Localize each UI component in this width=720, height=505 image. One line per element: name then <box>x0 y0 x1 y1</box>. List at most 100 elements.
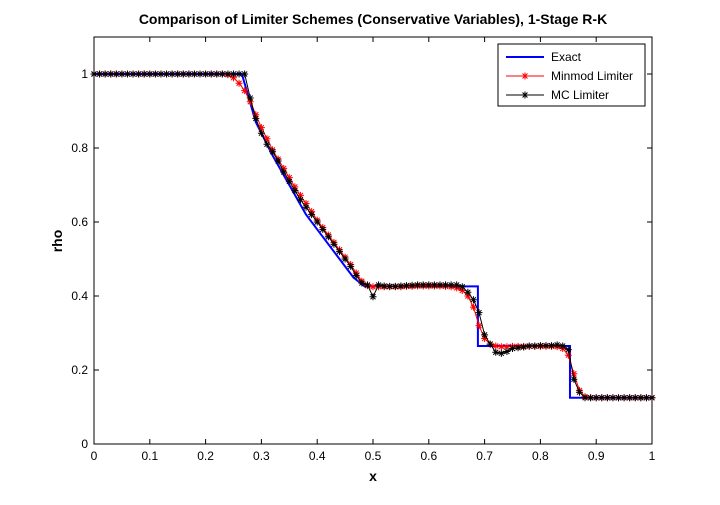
mc-limiter-point <box>190 70 198 78</box>
mc-limiter-point <box>469 296 477 304</box>
mc-limiter-point <box>564 346 572 354</box>
minmod-limiter-point <box>296 191 304 199</box>
minmod-limiter-point <box>285 174 293 182</box>
mc-limiter-point <box>615 394 623 402</box>
mc-limiter-point <box>442 281 450 289</box>
mc-limiter-point <box>536 342 544 350</box>
mc-limiter-point <box>218 70 226 78</box>
mc-limiter-point <box>241 70 249 78</box>
legend-entries: Exact Minmod Limiter MC Limiter <box>506 50 633 102</box>
mc-limiter-point <box>397 282 405 290</box>
x-axis-title: x <box>369 468 377 484</box>
mc-limiter-point <box>224 70 232 78</box>
mc-limiter-point <box>520 343 528 351</box>
mc-limiter-point <box>380 282 388 290</box>
y-axis-title: rho <box>49 230 65 253</box>
x-tick-label: 0.4 <box>309 449 326 463</box>
x-tick-label: 0.2 <box>197 449 214 463</box>
mc-limiter-point <box>514 344 522 352</box>
mc-limiter-point <box>414 281 422 289</box>
mc-limiter-point <box>291 187 299 195</box>
mc-limiter-point <box>402 282 410 290</box>
mc-limiter-point <box>112 70 120 78</box>
mc-limiter-point <box>425 281 433 289</box>
mc-limiter-point <box>285 177 293 185</box>
mc-limiter-point <box>246 94 254 102</box>
mc-limiter-point <box>163 70 171 78</box>
mc-limiter-point <box>185 70 193 78</box>
mc-limiter-point <box>196 70 204 78</box>
mc-limiter-point <box>458 283 466 291</box>
x-tick-label: 0.5 <box>365 449 382 463</box>
mc-limiter-point <box>464 288 472 296</box>
mc-limiter-point <box>123 70 131 78</box>
y-tick-label: 0.8 <box>71 141 88 155</box>
minmod-limiter-point <box>263 135 271 143</box>
y-tick-label: 1 <box>81 67 88 81</box>
mc-limiter-point <box>626 394 634 402</box>
minmod-limiter-point <box>230 74 237 82</box>
mc-limiter-point <box>525 342 533 350</box>
mc-limiter-point <box>559 342 567 350</box>
mc-limiter-point <box>542 342 550 350</box>
mc-limiter-point <box>280 168 288 176</box>
mc-limiter-point <box>274 157 282 165</box>
x-tick-label: 0.7 <box>476 449 493 463</box>
mc-limiter-point <box>620 394 628 402</box>
mc-limiter-point <box>352 272 360 280</box>
mc-limiter-point <box>336 248 344 256</box>
x-tick-label: 0.1 <box>141 449 158 463</box>
mc-limiter-point <box>631 394 639 402</box>
mc-limiter-point <box>481 331 489 339</box>
minmod-limiter-point <box>497 343 505 351</box>
mc-limiter-point <box>419 281 427 289</box>
mc-limiter-point <box>391 282 399 290</box>
legend-label-minmod-limiter: Minmod Limiter <box>551 69 633 83</box>
mc-limiter-point <box>369 293 377 301</box>
x-tick-label: 0.6 <box>420 449 437 463</box>
y-tick-label: 0.6 <box>71 215 88 229</box>
mc-limiter-point <box>475 309 483 317</box>
minmod-limiter-point <box>252 111 260 119</box>
minmod-limiter-point <box>246 98 254 106</box>
minmod-limiter-point <box>464 292 472 300</box>
y-tick-label: 0.4 <box>71 289 88 303</box>
ticks-layer: 0 0.1 0.2 0.3 0.4 0.5 0.6 0.7 0.8 0.9 1 0 0.2 0.4 0.6 0… <box>71 37 656 463</box>
mc-limiter-point <box>341 255 349 263</box>
mc-limiter-point <box>118 70 126 78</box>
minmod-limiter-point <box>469 303 477 311</box>
mc-limiter-point <box>363 281 371 289</box>
mc-limiter-point <box>570 375 578 383</box>
mc-limiter-point <box>637 394 645 402</box>
mc-limiter-point <box>603 394 611 402</box>
y-tick-label: 0.2 <box>71 363 88 377</box>
mc-limiter-point <box>642 394 650 402</box>
mc-limiter-point <box>146 70 154 78</box>
mc-limiter-point <box>598 394 606 402</box>
mc-limiter-point <box>308 211 316 219</box>
minmod-limiter-point <box>503 343 511 351</box>
x-tick-label: 0.8 <box>532 449 549 463</box>
mc-limiter-point <box>486 340 494 348</box>
mc-limiter-point <box>347 262 355 270</box>
x-tick-label: 0.9 <box>588 449 605 463</box>
series-layer <box>90 70 656 402</box>
mc-limiter-point <box>230 70 237 78</box>
mc-limiter-point <box>447 281 455 289</box>
mc-limiter-point <box>168 70 176 78</box>
minmod-limiter-point <box>302 200 310 207</box>
mc-limiter-point <box>430 281 438 289</box>
mc-limiter-point <box>386 282 394 290</box>
mc-limiter-point <box>140 70 148 78</box>
mc-limiter-point <box>548 342 556 350</box>
mc-limiter-point <box>296 196 304 204</box>
chart-title: Comparison of Limiter Schemes (Conservat… <box>139 11 607 27</box>
mc-limiter-point <box>252 114 260 122</box>
minmod-limiter-point <box>235 79 243 87</box>
mc-limiter-point <box>263 140 271 148</box>
mc-limiter-point <box>592 394 600 402</box>
mc-limiter-point <box>129 70 137 78</box>
mc-limiter-point <box>509 345 516 353</box>
